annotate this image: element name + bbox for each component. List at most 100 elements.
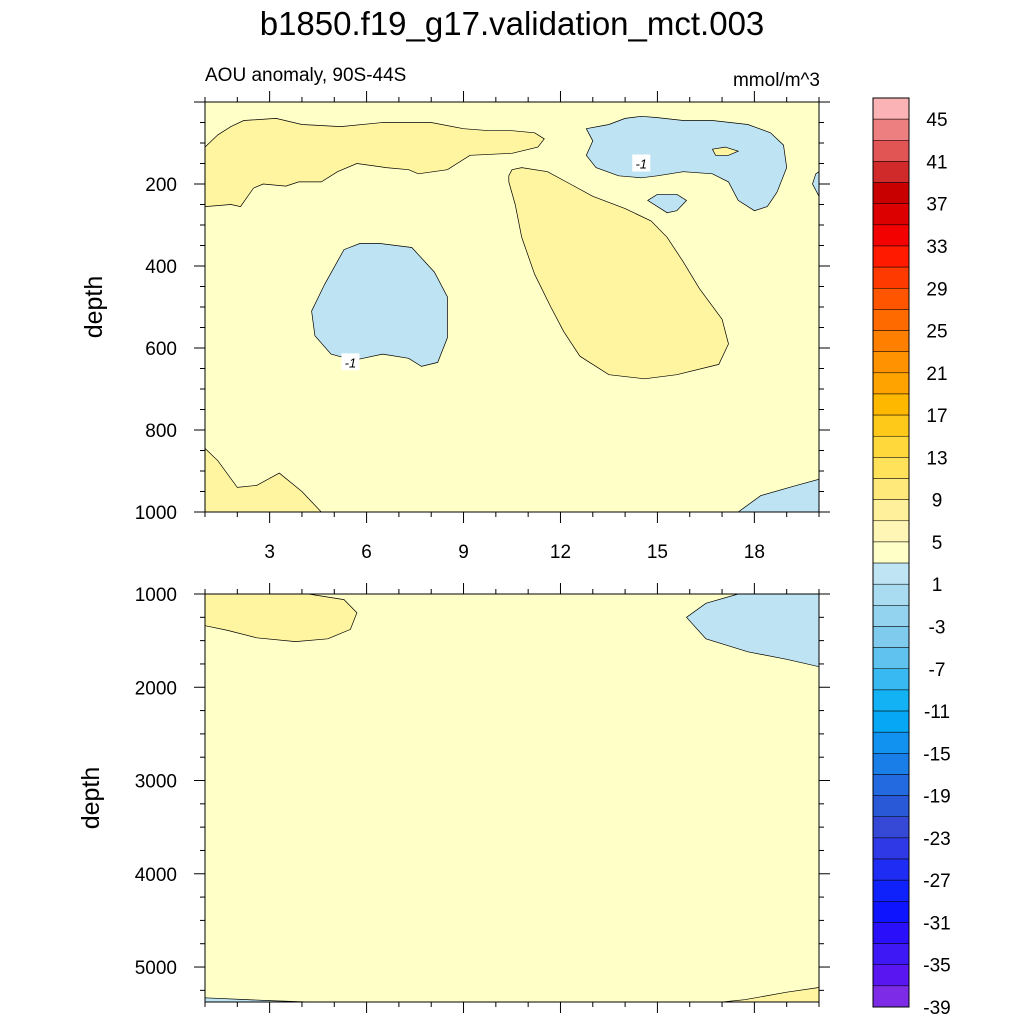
- colorbar-swatch: [872, 562, 910, 585]
- colorbar-swatch: [872, 203, 910, 226]
- positive-anomaly-region-0: [205, 118, 545, 207]
- colorbar-swatch: [872, 985, 910, 1008]
- colorbar-label: 33: [926, 237, 947, 258]
- colorbar-swatch: [872, 182, 910, 204]
- y-tick-label: 400: [145, 257, 177, 278]
- colorbar-swatch: [872, 731, 910, 754]
- colorbar-swatch: [872, 140, 910, 162]
- y-tick-label: 600: [145, 339, 177, 360]
- contour-label-0: -1: [635, 157, 647, 172]
- colorbar-swatch: [872, 858, 910, 881]
- colorbar-swatch: [872, 816, 910, 839]
- colorbar-label: -39: [923, 998, 950, 1019]
- colorbar-swatch: [872, 520, 910, 543]
- contour-label-1: -1: [345, 355, 357, 370]
- colorbar-label: -27: [923, 871, 950, 892]
- colorbar-swatch: [872, 922, 910, 944]
- x-tick-label: 18: [744, 542, 765, 563]
- negative-anomaly-region-2: [585, 115, 788, 212]
- colorbar-label: -15: [923, 744, 950, 765]
- plot-background: [205, 594, 819, 1002]
- x-tick-label: 12: [550, 542, 571, 563]
- lower-panel: 1000 2000 3000 4000 5000: [135, 583, 830, 1013]
- colorbar-swatch: [872, 837, 910, 860]
- colorbar-label: 5: [932, 533, 943, 554]
- colorbar-swatch: [872, 753, 910, 775]
- colorbar-swatch: [872, 689, 910, 712]
- y-tick-label: 800: [145, 421, 177, 442]
- colorbar-label: 41: [926, 152, 947, 173]
- colorbar-swatch: [872, 161, 910, 183]
- colorbar-label: 45: [926, 110, 947, 131]
- lower-panel-ylabel: depth: [77, 767, 105, 830]
- colorbar-swatch: [872, 97, 910, 120]
- x-tick-label: 9: [458, 542, 469, 563]
- colorbar-swatch: [872, 330, 910, 352]
- negative-anomaly-region-1: [685, 594, 819, 668]
- colorbar-swatch: [872, 943, 910, 965]
- x-tick-label: 3: [264, 542, 275, 563]
- colorbar-label: 25: [926, 322, 947, 343]
- colorbar-swatch: [872, 774, 910, 796]
- positive-anomaly-region-1: [508, 167, 729, 380]
- colorbar-label: 9: [932, 491, 943, 512]
- positive-anomaly-region-5: [205, 447, 322, 512]
- negative-anomaly-region-8: [647, 193, 688, 214]
- y-tick-label: 200: [145, 175, 177, 196]
- contour-label-bg: [341, 353, 360, 371]
- positive-anomaly-region-3: [722, 987, 819, 1002]
- colorbar-swatch: [872, 288, 910, 310]
- y-tick-label: 5000: [135, 958, 177, 979]
- colorbar-swatch: [872, 901, 910, 923]
- colorbar-label: -19: [923, 787, 950, 808]
- colorbar: 45 41 37 33 29 25 21 17 13 9 5 1 -3 -7 -11 -15 -19 -23 -27…: [872, 97, 951, 1019]
- plot-frame: [204, 593, 820, 1003]
- negative-anomaly-region-6: [737, 478, 819, 512]
- negative-anomaly-region-3: [311, 243, 448, 367]
- colorbar-swatch: [872, 605, 910, 627]
- colorbar-frame: [872, 97, 910, 1008]
- colorbar-label: -11: [924, 702, 950, 723]
- colorbar-label: 17: [926, 406, 947, 427]
- contour-label-bg: [632, 154, 651, 172]
- colorbar-label: -3: [929, 617, 946, 638]
- colorbar-swatch: [872, 245, 910, 268]
- colorbar-swatch: [872, 266, 910, 289]
- colorbar-swatch: [872, 583, 910, 606]
- negative-anomaly-region-2: [205, 997, 309, 1002]
- x-tick-label: 15: [647, 542, 668, 563]
- colorbar-swatch: [872, 964, 910, 987]
- colorbar-swatch: [872, 710, 910, 733]
- x-tick-label: 6: [361, 542, 372, 563]
- y-tick-label: 1000: [135, 585, 177, 606]
- colorbar-swatch: [872, 372, 910, 395]
- colorbar-swatch: [872, 435, 910, 458]
- colorbar-swatch: [872, 351, 910, 374]
- chart-title: b1850.f19_g17.validation_mct.003: [260, 5, 765, 42]
- upper-panel: -1 -1 3 6 9 12 15 18 200 400 600 800 1000: [135, 91, 830, 563]
- colorbar-swatch: [872, 668, 910, 691]
- colorbar-label: 13: [926, 448, 947, 469]
- upper-panel-ylabel: depth: [80, 276, 108, 339]
- colorbar-swatch: [872, 118, 910, 141]
- colorbar-swatch: [872, 647, 910, 670]
- colorbar-label: -31: [923, 913, 950, 934]
- colorbar-swatch: [872, 414, 910, 437]
- colorbar-swatch: [872, 541, 910, 564]
- contour-regions: [205, 594, 819, 1002]
- colorbar-swatch: [872, 309, 910, 331]
- chart-subtitle-left: AOU anomaly, 90S-44S: [205, 65, 406, 86]
- y-tick-label: 4000: [135, 865, 177, 886]
- y-tick-label: 1000: [135, 503, 177, 524]
- y-tick-label: 2000: [135, 678, 177, 699]
- colorbar-label: 21: [926, 364, 947, 385]
- colorbar-swatch: [872, 626, 910, 648]
- y-tick-label: 3000: [135, 772, 177, 793]
- colorbar-label: -35: [923, 956, 950, 977]
- positive-anomaly-region-7: [711, 146, 740, 156]
- colorbar-swatch: [872, 499, 910, 522]
- colorbar-label: 1: [932, 575, 943, 596]
- colorbar-label: -23: [923, 829, 950, 850]
- colorbar-swatch: [872, 478, 910, 500]
